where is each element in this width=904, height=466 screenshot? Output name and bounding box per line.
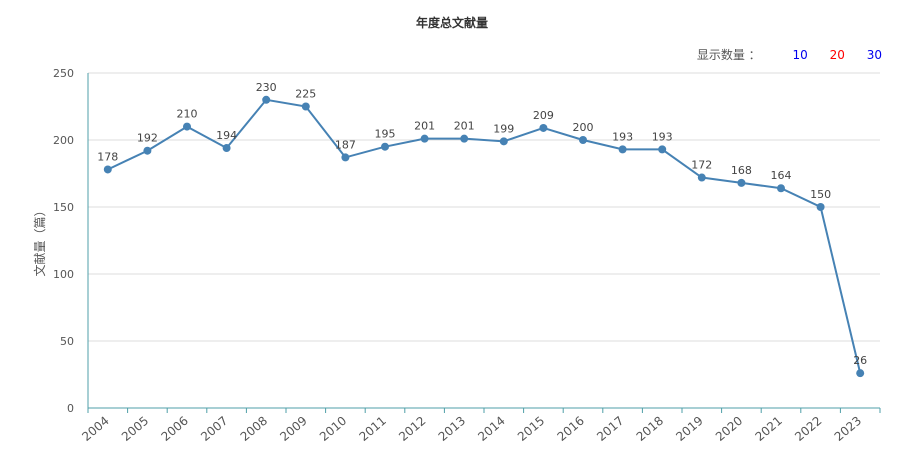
display-count-selector: 显示数量 ： 10 20 30 — [697, 46, 882, 63]
data-point — [420, 134, 429, 143]
data-point — [816, 203, 825, 211]
x-tick-label: 2020 — [713, 414, 745, 444]
data-label: 210 — [177, 108, 198, 121]
data-point — [539, 123, 548, 132]
data-label: 209 — [533, 109, 554, 122]
data-point — [499, 137, 508, 146]
y-tick-label: 200 — [53, 134, 74, 147]
data-label: 193 — [652, 130, 673, 143]
data-point — [737, 178, 746, 187]
data-point — [777, 184, 785, 193]
data-label: 178 — [97, 150, 118, 163]
data-point — [301, 102, 310, 111]
y-tick-label: 250 — [53, 67, 74, 80]
data-label: 230 — [256, 81, 277, 94]
data-label: 164 — [771, 169, 792, 182]
x-tick-label: 2008 — [238, 414, 270, 444]
x-tick-label: 2019 — [673, 414, 705, 444]
data-point — [579, 136, 587, 144]
data-label: 201 — [414, 120, 435, 133]
count-option-10[interactable]: 10 — [792, 48, 808, 62]
data-label: 199 — [493, 122, 514, 135]
data-label: 201 — [454, 120, 475, 133]
x-tick-label: 2005 — [119, 414, 151, 444]
data-point — [460, 134, 469, 143]
x-tick-label: 2007 — [198, 414, 230, 444]
data-point — [618, 145, 627, 154]
x-tick-label: 2016 — [555, 414, 587, 444]
x-tick-label: 2011 — [357, 414, 389, 444]
count-option-30[interactable]: 30 — [866, 48, 882, 62]
data-label: 168 — [731, 164, 752, 177]
data-point — [697, 173, 706, 182]
count-option-20[interactable]: 20 — [829, 48, 845, 62]
x-tick-label: 2012 — [396, 414, 428, 444]
x-tick-label: 2010 — [317, 414, 349, 444]
x-tick-label: 2022 — [792, 414, 824, 444]
y-tick-label: 0 — [67, 402, 74, 415]
data-label: 195 — [375, 128, 396, 141]
display-count-label: 显示数量 ： — [696, 48, 761, 62]
data-label: 225 — [295, 88, 316, 101]
series-line — [107, 98, 862, 374]
data-label: 193 — [612, 130, 633, 143]
x-tick-label: 2018 — [634, 414, 666, 444]
y-tick-label: 100 — [53, 268, 74, 281]
data-point — [143, 146, 152, 155]
x-tick-label: 2015 — [515, 414, 547, 444]
x-tick-label: 2004 — [79, 414, 111, 444]
data-point — [856, 369, 865, 378]
x-tick-label: 2014 — [475, 414, 507, 444]
x-tick-label: 2017 — [594, 414, 626, 444]
data-label: 200 — [573, 121, 594, 134]
data-point — [262, 95, 271, 104]
data-point — [103, 165, 112, 174]
x-tick-label: 2023 — [832, 414, 864, 444]
x-tick-label: 2009 — [277, 414, 309, 444]
chart-title: 年度总文献量 — [415, 16, 488, 30]
data-point — [341, 153, 350, 162]
data-label: 150 — [810, 188, 831, 201]
data-point — [183, 122, 191, 131]
data-label: 26 — [853, 354, 867, 367]
data-point — [381, 142, 389, 151]
y-tick-label: 150 — [53, 201, 74, 214]
data-point — [222, 144, 231, 153]
data-point — [658, 145, 667, 154]
x-tick-label: 2021 — [753, 414, 785, 444]
data-label: 194 — [216, 129, 237, 142]
y-tick-label: 50 — [60, 335, 74, 348]
data-label: 172 — [691, 159, 712, 172]
x-tick-label: 2013 — [436, 414, 468, 444]
y-axis-title: 文献量（篇） — [32, 204, 47, 276]
data-label: 187 — [335, 138, 356, 151]
x-tick-label: 2006 — [159, 414, 191, 444]
data-label: 192 — [137, 132, 158, 145]
